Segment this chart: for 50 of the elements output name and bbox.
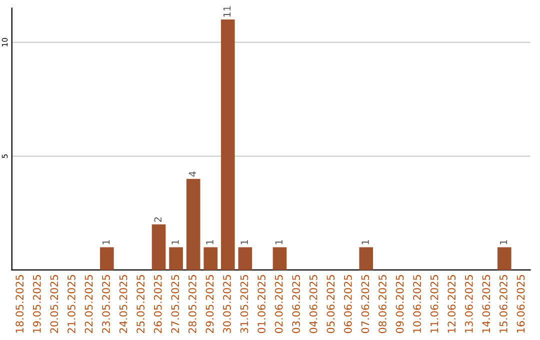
data-label: 4 [188, 171, 196, 177]
x-tick-label: 14.06.2025 [482, 275, 490, 333]
x-tick-label: 24.05.2025 [119, 275, 128, 334]
x-tick-label: 07.06.2025 [361, 275, 370, 334]
bar [204, 247, 218, 270]
bar [152, 224, 166, 270]
x-tick-label: 01.06.2025 [258, 275, 266, 334]
data-label: 2 [154, 217, 162, 222]
x-tick-label: 09.06.2025 [396, 275, 404, 334]
x-tick-label: 13.06.2025 [464, 275, 473, 333]
data-label: 1 [500, 240, 508, 244]
bar [186, 178, 200, 270]
x-tick-label: 06.06.2025 [344, 275, 352, 334]
x-tick-label: 18.05.2025 [16, 275, 24, 333]
x-tick-label: 04.06.2025 [309, 275, 318, 334]
x-tick-label: 29.05.2025 [206, 275, 214, 334]
x-tick-label: 25.05.2025 [136, 275, 144, 334]
x-tick-label: 31.05.2025 [240, 275, 248, 333]
x-tick-label: 28.05.2025 [188, 275, 196, 334]
bar [169, 247, 183, 270]
x-tick-label: 20.05.2025 [50, 275, 58, 334]
x-tick-label: 23.05.2025 [102, 275, 110, 334]
x-tick-label: 22.05.2025 [84, 275, 93, 334]
data-label: 1 [362, 240, 369, 244]
x-tick-label: 10.06.2025 [413, 275, 421, 333]
x-tick-label: 15.06.2025 [500, 275, 508, 333]
x-tick-label: 03.06.2025 [292, 275, 300, 334]
x-tick-label: 19.05.2025 [32, 275, 41, 333]
bar [100, 247, 114, 270]
bar [238, 247, 252, 270]
data-label: 1 [275, 240, 282, 244]
bar [497, 247, 512, 270]
data-label: 1 [172, 240, 179, 244]
x-tick-label: 11.06.2025 [430, 275, 438, 333]
bar [220, 20, 235, 270]
data-label: 1 [206, 240, 214, 244]
x-tick-label: 27.05.2025 [171, 275, 180, 334]
bar [272, 247, 287, 270]
x-tick-label: 30.05.2025 [223, 275, 231, 333]
data-label: 1 [102, 240, 110, 244]
x-tick-label: 21.05.2025 [68, 275, 76, 334]
x-tick-label: 16.06.2025 [516, 275, 525, 333]
x-tick-label: 08.06.2025 [378, 275, 386, 334]
data-label: 11 [223, 6, 231, 17]
x-tick-label: 05.06.2025 [326, 275, 335, 334]
data-label: 1 [240, 240, 248, 244]
x-tick-label: 02.06.2025 [274, 275, 283, 334]
x-tick-label: 26.05.2025 [154, 275, 162, 334]
bar [359, 247, 374, 270]
x-tick-label: 12.06.2025 [448, 275, 456, 333]
